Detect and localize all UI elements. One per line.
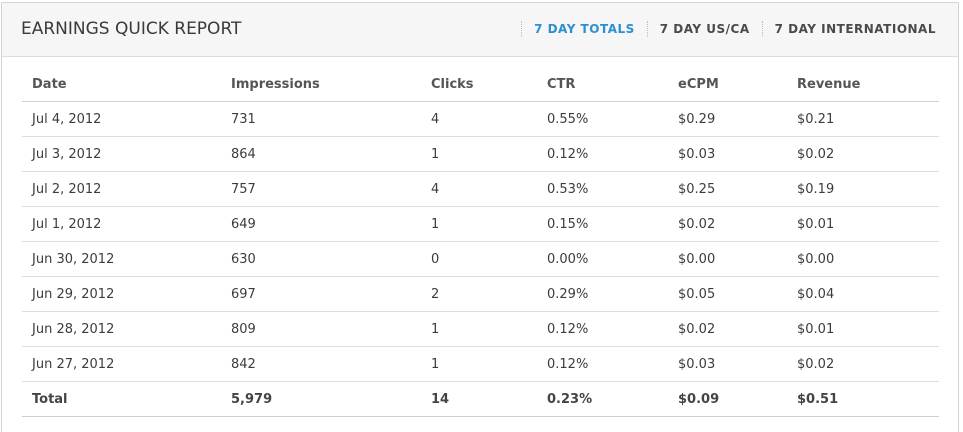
cell-ctr: 0.12% — [537, 311, 668, 347]
total-impressions: 5,979 — [221, 381, 421, 417]
cell-clicks: 1 — [421, 311, 537, 347]
cell-clicks: 0 — [421, 241, 537, 277]
table-row: Jul 2, 2012 757 4 0.53% $0.25 $0.19 — [22, 171, 939, 207]
total-revenue: $0.51 — [787, 381, 939, 417]
cell-date: Jun 27, 2012 — [22, 346, 221, 382]
column-header-ctr[interactable]: CTR — [537, 67, 668, 102]
table-row: Jul 3, 2012 864 1 0.12% $0.03 $0.02 — [22, 136, 939, 172]
cell-date: Jul 3, 2012 — [22, 136, 221, 172]
cell-revenue: $0.02 — [787, 346, 939, 382]
total-ecpm: $0.09 — [668, 381, 787, 417]
column-header-clicks[interactable]: Clicks — [421, 67, 537, 102]
cell-impressions: 864 — [221, 136, 421, 172]
cell-clicks: 1 — [421, 206, 537, 242]
cell-revenue: $0.02 — [787, 136, 939, 172]
cell-revenue: $0.01 — [787, 206, 939, 242]
cell-date: Jul 4, 2012 — [22, 101, 221, 137]
column-header-date[interactable]: Date — [22, 67, 221, 102]
table-row: Jul 1, 2012 649 1 0.15% $0.02 $0.01 — [22, 206, 939, 242]
tab-7-day-us-ca[interactable]: 7 DAY US/CA — [646, 21, 762, 37]
cell-ecpm: $0.03 — [668, 346, 787, 382]
table-row: Jun 27, 2012 842 1 0.12% $0.03 $0.02 — [22, 346, 939, 382]
total-label: Total — [22, 381, 221, 417]
cell-impressions: 809 — [221, 311, 421, 347]
cell-ecpm: $0.29 — [668, 101, 787, 137]
earnings-table: Date Impressions Clicks CTR eCPM Revenue… — [22, 67, 939, 417]
table-row: Jun 29, 2012 697 2 0.29% $0.05 $0.04 — [22, 276, 939, 312]
cell-date: Jun 28, 2012 — [22, 311, 221, 347]
cell-ctr: 0.00% — [537, 241, 668, 277]
column-header-ecpm[interactable]: eCPM — [668, 67, 787, 102]
cell-revenue: $0.04 — [787, 276, 939, 312]
cell-date: Jul 1, 2012 — [22, 206, 221, 242]
cell-ecpm: $0.02 — [668, 311, 787, 347]
table-row: Jun 28, 2012 809 1 0.12% $0.02 $0.01 — [22, 311, 939, 347]
cell-ecpm: $0.02 — [668, 206, 787, 242]
cell-ctr: 0.29% — [537, 276, 668, 312]
table-header-row: Date Impressions Clicks CTR eCPM Revenue — [22, 67, 939, 102]
cell-clicks: 2 — [421, 276, 537, 312]
cell-revenue: $0.00 — [787, 241, 939, 277]
cell-ecpm: $0.00 — [668, 241, 787, 277]
table-row: Jul 4, 2012 731 4 0.55% $0.29 $0.21 — [22, 101, 939, 137]
tab-7-day-totals[interactable]: 7 DAY TOTALS — [521, 21, 647, 37]
cell-clicks: 4 — [421, 171, 537, 207]
cell-ecpm: $0.03 — [668, 136, 787, 172]
cell-ctr: 0.55% — [537, 101, 668, 137]
column-header-revenue[interactable]: Revenue — [787, 67, 939, 102]
cell-ctr: 0.12% — [537, 346, 668, 382]
total-clicks: 14 — [421, 381, 537, 417]
cell-revenue: $0.19 — [787, 171, 939, 207]
cell-impressions: 649 — [221, 206, 421, 242]
table-total-row: Total 5,979 14 0.23% $0.09 $0.51 — [22, 381, 939, 417]
report-tabs: 7 DAY TOTALS 7 DAY US/CA 7 DAY INTERNATI… — [521, 21, 948, 37]
cell-revenue: $0.21 — [787, 101, 939, 137]
cell-clicks: 4 — [421, 101, 537, 137]
cell-impressions: 842 — [221, 346, 421, 382]
cell-ctr: 0.53% — [537, 171, 668, 207]
cell-ecpm: $0.25 — [668, 171, 787, 207]
cell-date: Jul 2, 2012 — [22, 171, 221, 207]
table-row: Jun 30, 2012 630 0 0.00% $0.00 $0.00 — [22, 241, 939, 277]
cell-date: Jun 29, 2012 — [22, 276, 221, 312]
cell-date: Jun 30, 2012 — [22, 241, 221, 277]
cell-impressions: 731 — [221, 101, 421, 137]
cell-impressions: 697 — [221, 276, 421, 312]
cell-clicks: 1 — [421, 136, 537, 172]
tab-7-day-international[interactable]: 7 DAY INTERNATIONAL — [761, 21, 948, 37]
cell-revenue: $0.01 — [787, 311, 939, 347]
cell-impressions: 630 — [221, 241, 421, 277]
cell-ctr: 0.12% — [537, 136, 668, 172]
total-ctr: 0.23% — [537, 381, 668, 417]
cell-clicks: 1 — [421, 346, 537, 382]
panel-title: EARNINGS QUICK REPORT — [21, 19, 242, 39]
cell-ctr: 0.15% — [537, 206, 668, 242]
panel-header: EARNINGS QUICK REPORT 7 DAY TOTALS 7 DAY… — [2, 3, 958, 57]
column-header-impressions[interactable]: Impressions — [221, 67, 421, 102]
cell-ecpm: $0.05 — [668, 276, 787, 312]
cell-impressions: 757 — [221, 171, 421, 207]
